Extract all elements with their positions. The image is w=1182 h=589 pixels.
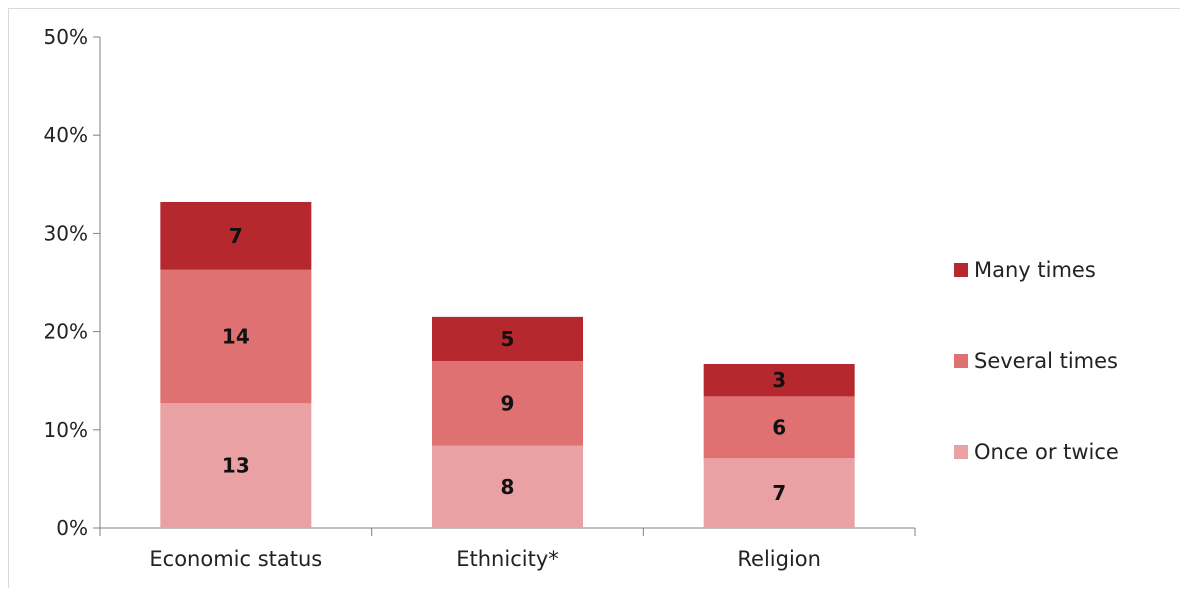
data-label: 5 (501, 327, 515, 351)
x-category-label: Religion (737, 547, 821, 571)
bar-segment (160, 201, 312, 270)
bar-segment (432, 361, 583, 446)
bar-segment (160, 269, 312, 404)
y-tick-label: 40% (44, 123, 88, 147)
bar-segment (432, 445, 583, 528)
legend-label: Once or twice (974, 440, 1119, 464)
bar-segment (703, 364, 855, 397)
data-label: 9 (501, 391, 515, 415)
chart-frame (8, 8, 1180, 588)
data-label: 3 (772, 368, 786, 392)
y-tick-label: 50% (44, 25, 88, 49)
legend-swatch (954, 354, 968, 368)
y-tick-label: 20% (44, 320, 88, 344)
bar-segment (160, 403, 312, 528)
data-label: 7 (229, 224, 243, 248)
x-category-label: Ethnicity* (456, 547, 559, 571)
x-category-label: Economic status (149, 547, 322, 571)
y-tick-label: 30% (44, 221, 88, 245)
data-label: 8 (501, 475, 515, 499)
data-label: 13 (222, 454, 250, 478)
bar-segment (703, 458, 855, 528)
data-label: 6 (772, 415, 786, 439)
data-label: 7 (772, 481, 786, 505)
bar-segment (432, 316, 583, 362)
legend-label: Several times (974, 349, 1118, 373)
y-tick-label: 0% (56, 516, 88, 540)
data-label: 14 (222, 325, 250, 349)
legend-swatch (954, 445, 968, 459)
y-tick-label: 10% (44, 418, 88, 442)
legend-label: Many times (974, 258, 1096, 282)
legend-swatch (954, 263, 968, 277)
bar-segment (703, 396, 855, 459)
